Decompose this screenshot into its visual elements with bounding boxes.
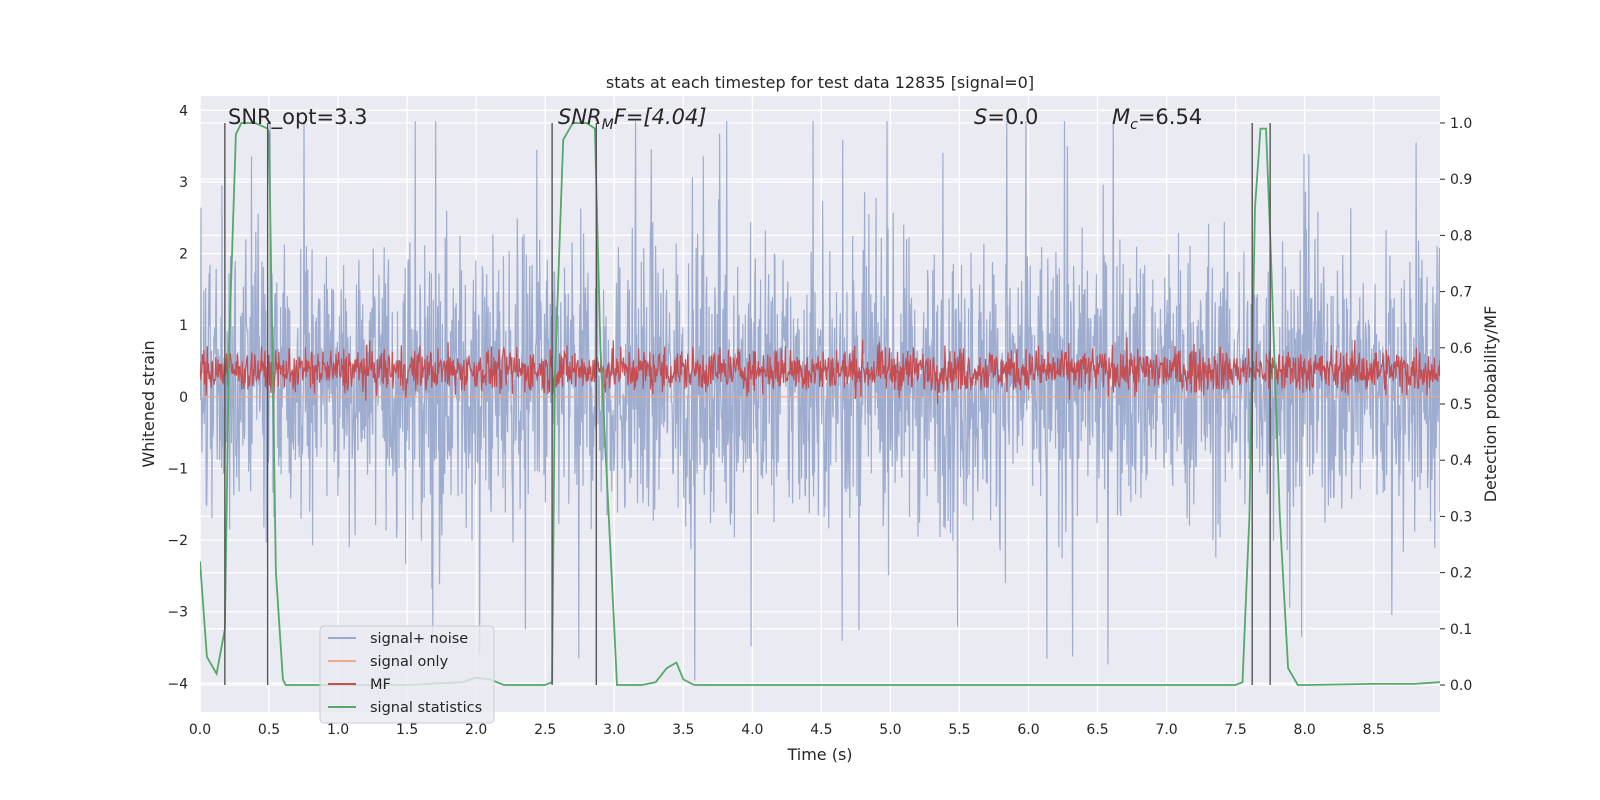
y-right-tick-label: 0.1 xyxy=(1450,622,1472,638)
annotation-s-rest: =0.0 xyxy=(987,105,1038,129)
x-tick-label: 4.0 xyxy=(741,722,763,738)
legend-label-signal-only: signal only xyxy=(370,654,449,670)
x-tick-label: 0.0 xyxy=(189,722,211,738)
x-axis-label: Time (s) xyxy=(786,745,852,764)
annotation-mc-var: M xyxy=(1112,105,1130,129)
series-signal-noise xyxy=(200,121,1440,681)
legend-label-mf: MF xyxy=(370,677,391,693)
legend: signal+ noise signal only MF signal stat… xyxy=(319,625,495,724)
legend-frame xyxy=(319,625,495,724)
x-tick-label: 3.5 xyxy=(672,722,694,738)
x-tick-label: 5.0 xyxy=(879,722,901,738)
y-left-tick-label: 0 xyxy=(179,390,188,406)
annotation-snr-mf: SNRMF=[4.04] xyxy=(558,105,707,133)
y-left-tick-label: 2 xyxy=(179,247,188,263)
annotation-mc: Mc=6.54 xyxy=(1112,105,1202,133)
y-right-tick-label: 0.5 xyxy=(1450,397,1472,413)
y-left-tick-label: −3 xyxy=(167,605,188,621)
x-tick-labels: 0.0 0.5 1.0 1.5 2.0 2.5 3.0 3.5 4.0 4.5 5.0 5.5 6.0 6… xyxy=(189,722,1385,738)
y-right-tick-label: 0.3 xyxy=(1450,509,1472,525)
annotation-snr-mf-sub: M xyxy=(602,117,614,133)
chart-title: stats at each timestep for test data 128… xyxy=(606,73,1034,92)
x-tick-label: 3.0 xyxy=(603,722,625,738)
x-tick-label: 5.5 xyxy=(948,722,970,738)
y-left-tick-label: 3 xyxy=(179,175,188,191)
vertical-lines xyxy=(224,122,1271,686)
y-right-tick-label: 0.8 xyxy=(1450,228,1472,244)
y-right-tick-label: 0.7 xyxy=(1450,285,1472,301)
y-right-tick-label: 1.0 xyxy=(1450,116,1472,132)
y-left-tick-labels: 4 3 2 1 0 −1 −2 −3 −4 xyxy=(167,103,188,692)
y-right-tick-labels: 1.0 0.9 0.8 0.7 0.6 0.5 0.4 0.3 0.2 0.1 0.0 xyxy=(1440,116,1472,694)
series-layer xyxy=(200,121,1440,686)
x-tick-label: 8.0 xyxy=(1294,722,1316,738)
x-tick-label: 6.5 xyxy=(1086,722,1108,738)
y-left-tick-label: 1 xyxy=(179,318,188,334)
series-mf xyxy=(200,337,1440,404)
x-tick-label: 2.0 xyxy=(465,722,487,738)
y-right-tick-label: 0.6 xyxy=(1450,341,1472,357)
y-right-tick-label: 0.2 xyxy=(1450,566,1472,582)
annotation-mc-sub: c xyxy=(1130,117,1138,133)
x-tick-label: 0.5 xyxy=(258,722,280,738)
annotation-mc-rest: =6.54 xyxy=(1138,105,1202,129)
annotation-s-var: S xyxy=(974,105,987,129)
y-right-tick-label: 0.0 xyxy=(1450,678,1472,694)
series-signal-statistics xyxy=(200,122,1440,686)
y-right-tick-label: 0.4 xyxy=(1450,453,1472,469)
annotation-s: S=0.0 xyxy=(974,105,1038,129)
y-right-tick-label: 0.9 xyxy=(1450,172,1472,188)
annotation-snr-mf-main: SNR xyxy=(558,105,602,129)
x-tick-label: 7.0 xyxy=(1155,722,1177,738)
x-tick-label: 7.5 xyxy=(1225,722,1247,738)
y-left-axis-label: Whitened strain xyxy=(139,340,158,467)
annotation-snr-mf-rest: F=[4.04] xyxy=(614,105,707,129)
x-tick-label: 1.0 xyxy=(327,722,349,738)
x-tick-label: 2.5 xyxy=(534,722,556,738)
legend-label-signal-statistics: signal statistics xyxy=(370,700,482,716)
y-left-tick-label: −4 xyxy=(167,676,188,692)
y-right-axis-label: Detection probability/MF xyxy=(1481,306,1500,503)
annotation-snr-opt: SNR_opt=3.3 xyxy=(228,105,368,130)
y-left-tick-label: −1 xyxy=(167,461,188,477)
x-tick-label: 4.5 xyxy=(810,722,832,738)
x-tick-label: 1.5 xyxy=(396,722,418,738)
x-tick-label: 6.0 xyxy=(1017,722,1039,738)
y-left-tick-label: −2 xyxy=(167,533,188,549)
legend-label-signal-noise: signal+ noise xyxy=(370,631,468,647)
x-tick-label: 8.5 xyxy=(1363,722,1385,738)
y-left-tick-label: 4 xyxy=(179,103,188,119)
